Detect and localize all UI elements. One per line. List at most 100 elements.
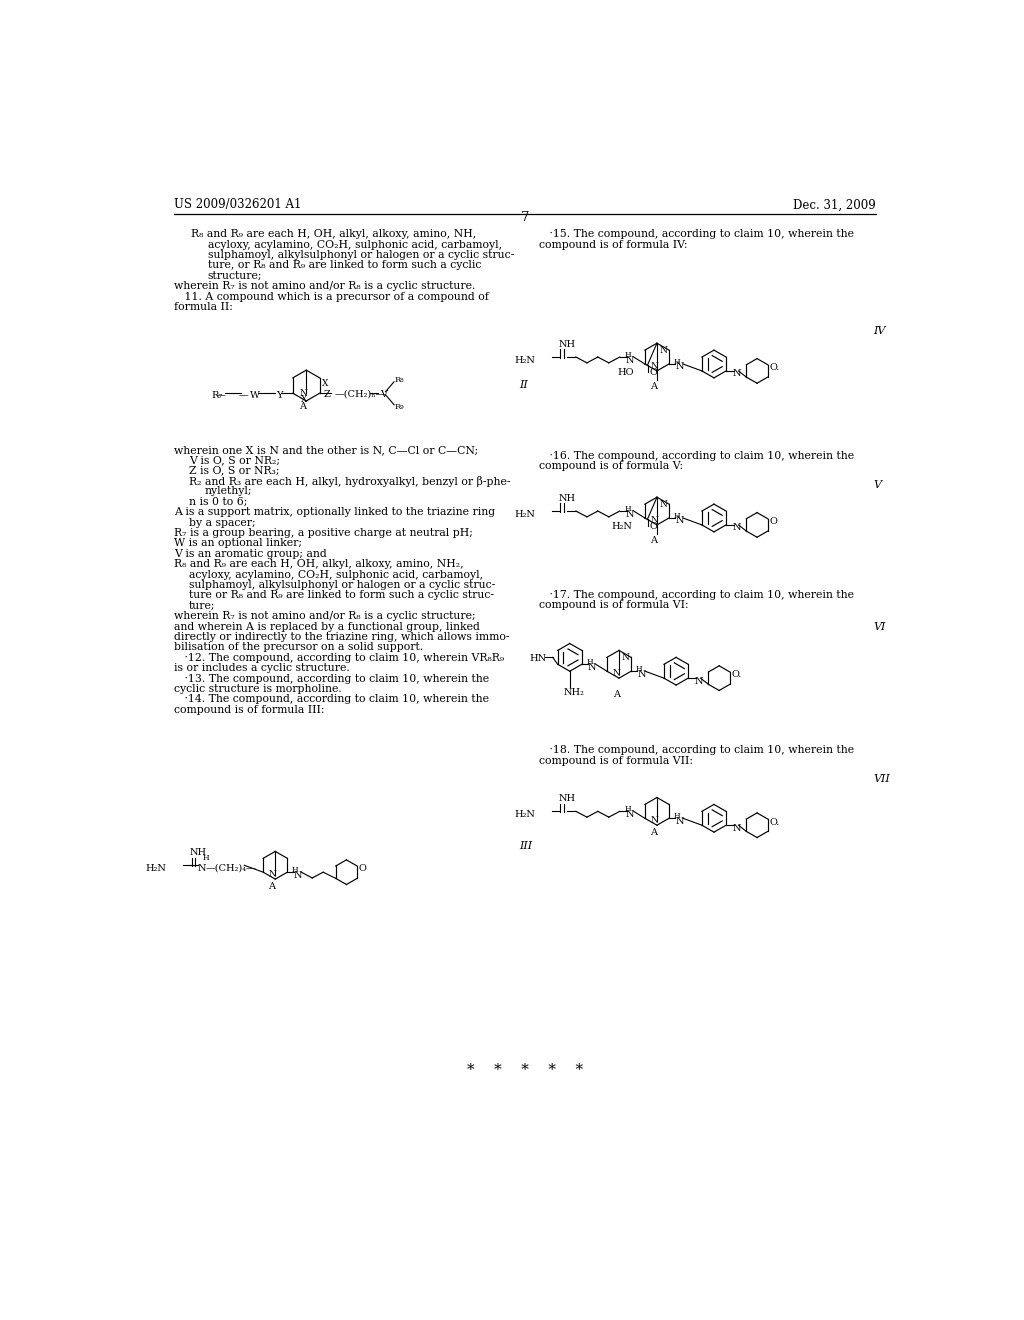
Text: N: N <box>626 810 635 818</box>
Text: formula II:: formula II: <box>174 302 232 312</box>
Text: N: N <box>732 524 740 532</box>
Text: N: N <box>659 346 668 355</box>
Text: N: N <box>732 370 740 379</box>
Text: N: N <box>650 362 658 371</box>
Text: R₇: R₇ <box>211 391 222 400</box>
Text: R₉: R₉ <box>395 404 404 412</box>
Text: H: H <box>674 812 680 820</box>
Text: is or includes a cyclic structure.: is or includes a cyclic structure. <box>174 663 349 673</box>
Text: A: A <box>649 829 656 837</box>
Text: —: — <box>239 391 249 400</box>
Text: N: N <box>588 663 597 672</box>
Text: N: N <box>294 871 302 879</box>
Text: ·13. The compound, according to claim 10, wherein the: ·13. The compound, according to claim 10… <box>174 673 488 684</box>
Text: A: A <box>613 689 621 698</box>
Text: H₂N: H₂N <box>515 355 536 364</box>
Text: H: H <box>625 351 631 359</box>
Text: N: N <box>612 669 621 678</box>
Text: R₇ is a group bearing, a positive charge at neutral pH;: R₇ is a group bearing, a positive charge… <box>174 528 473 539</box>
Text: O: O <box>649 368 657 376</box>
Text: N: N <box>659 499 668 508</box>
Text: H: H <box>203 854 209 862</box>
Text: compound is of formula IV:: compound is of formula IV: <box>539 240 687 249</box>
Text: N: N <box>300 389 308 399</box>
Text: ture or R₈ and R₉ are linked to form such a cyclic struc-: ture or R₈ and R₉ are linked to form suc… <box>189 590 495 601</box>
Text: HN: HN <box>529 653 547 663</box>
Text: VII: VII <box>873 775 890 784</box>
Text: N: N <box>675 817 684 826</box>
Text: V is an aromatic group; and: V is an aromatic group; and <box>174 549 327 558</box>
Text: W is an optional linker;: W is an optional linker; <box>174 539 302 548</box>
Text: directly or indirectly to the triazine ring, which allows immo-: directly or indirectly to the triazine r… <box>174 632 509 642</box>
Text: ·16. The compound, according to claim 10, wherein the: ·16. The compound, according to claim 10… <box>539 451 854 461</box>
Text: H₂N: H₂N <box>515 510 536 519</box>
Text: H: H <box>625 805 631 813</box>
Text: ·12. The compound, according to claim 10, wherein VR₈R₉: ·12. The compound, according to claim 10… <box>174 653 504 663</box>
Text: N: N <box>675 516 684 525</box>
Text: A is a support matrix, optionally linked to the triazine ring: A is a support matrix, optionally linked… <box>174 507 495 517</box>
Text: H: H <box>625 506 631 513</box>
Text: n is 0 to 6;: n is 0 to 6; <box>189 496 248 507</box>
Text: bilisation of the precursor on a solid support.: bilisation of the precursor on a solid s… <box>174 643 423 652</box>
Text: N: N <box>675 363 684 371</box>
Text: III: III <box>519 841 532 850</box>
Text: ·15. The compound, according to claim 10, wherein the: ·15. The compound, according to claim 10… <box>539 230 854 239</box>
Text: sulphamoyl, alkylsulphonyl or halogen or a cyclic struc-: sulphamoyl, alkylsulphonyl or halogen or… <box>189 579 496 590</box>
Text: O: O <box>769 517 777 527</box>
Text: NH: NH <box>190 849 207 857</box>
Text: R₈ and R₉ are each H, OH, alkyl, alkoxy, amino, NH₂,: R₈ and R₉ are each H, OH, alkyl, alkoxy,… <box>174 560 463 569</box>
Text: V: V <box>873 480 882 490</box>
Text: N: N <box>650 816 658 825</box>
Text: H: H <box>636 665 642 673</box>
Text: HO: HO <box>617 368 634 376</box>
Text: 7: 7 <box>520 211 529 224</box>
Text: *    *    *    *    *: * * * * * <box>467 1063 583 1077</box>
Text: H: H <box>292 866 298 874</box>
Text: US 2009/0326201 A1: US 2009/0326201 A1 <box>174 198 301 211</box>
Text: W: W <box>250 391 260 400</box>
Text: N: N <box>198 863 206 873</box>
Text: H₂N: H₂N <box>145 863 167 873</box>
Text: N: N <box>694 677 702 685</box>
Text: NH: NH <box>559 341 577 348</box>
Text: ture;: ture; <box>189 601 216 611</box>
Text: N: N <box>637 669 646 678</box>
Text: Z is O, S or NR₃;: Z is O, S or NR₃; <box>189 466 280 475</box>
Text: —: — <box>215 391 225 400</box>
Text: and wherein A is replaced by a functional group, linked: and wherein A is replaced by a functiona… <box>174 622 479 631</box>
Text: H: H <box>587 659 593 667</box>
Text: compound is of formula VI:: compound is of formula VI: <box>539 601 688 610</box>
Text: compound is of formula V:: compound is of formula V: <box>539 462 683 471</box>
Text: ·17. The compound, according to claim 10, wherein the: ·17. The compound, according to claim 10… <box>539 590 854 599</box>
Text: wherein one X is N and the other is N, C—Cl or C—CN;: wherein one X is N and the other is N, C… <box>174 445 478 455</box>
Text: X: X <box>322 379 329 388</box>
Text: O: O <box>358 865 367 874</box>
Text: N: N <box>269 870 276 879</box>
Text: IV: IV <box>873 326 886 337</box>
Text: H: H <box>674 512 680 520</box>
Text: NH: NH <box>559 795 577 804</box>
Text: NH₂: NH₂ <box>563 688 585 697</box>
Text: V is O, S or NR₂;: V is O, S or NR₂; <box>189 455 281 465</box>
Text: compound is of formula III:: compound is of formula III: <box>174 705 325 714</box>
Text: II: II <box>519 380 528 391</box>
Text: cyclic structure is morpholine.: cyclic structure is morpholine. <box>174 684 341 694</box>
Text: 11. A compound which is a precursor of a compound of: 11. A compound which is a precursor of a… <box>174 292 488 301</box>
Text: O.: O. <box>769 363 779 372</box>
Text: —(CH₂)₄—: —(CH₂)₄— <box>206 863 256 873</box>
Text: sulphamoyl, alkylsulphonyl or halogen or a cyclic struc-: sulphamoyl, alkylsulphonyl or halogen or… <box>208 249 514 260</box>
Text: acyloxy, acylamino, CO₂H, sulphonic acid, carbamoyl,: acyloxy, acylamino, CO₂H, sulphonic acid… <box>189 570 483 579</box>
Text: R₂ and R₃ are each H, alkyl, hydroxyalkyl, benzyl or β-phe-: R₂ and R₃ are each H, alkyl, hydroxyalky… <box>189 477 511 487</box>
Text: NH: NH <box>559 494 577 503</box>
Text: compound is of formula VII:: compound is of formula VII: <box>539 755 693 766</box>
Text: wherein R₇ is not amino and/or R₈ is a cyclic structure;: wherein R₇ is not amino and/or R₈ is a c… <box>174 611 475 622</box>
Text: ture, or R₈ and R₉ are linked to form such a cyclic: ture, or R₈ and R₉ are linked to form su… <box>208 260 481 271</box>
Text: N: N <box>626 510 635 519</box>
Text: ·18. The compound, according to claim 10, wherein the: ·18. The compound, according to claim 10… <box>539 744 854 755</box>
Text: —(CH₂)ₙ—: —(CH₂)ₙ— <box>335 389 386 399</box>
Text: structure;: structure; <box>208 271 262 281</box>
Text: A: A <box>299 403 306 412</box>
Text: O: O <box>649 521 657 531</box>
Text: A: A <box>649 536 656 545</box>
Text: N: N <box>622 653 629 661</box>
